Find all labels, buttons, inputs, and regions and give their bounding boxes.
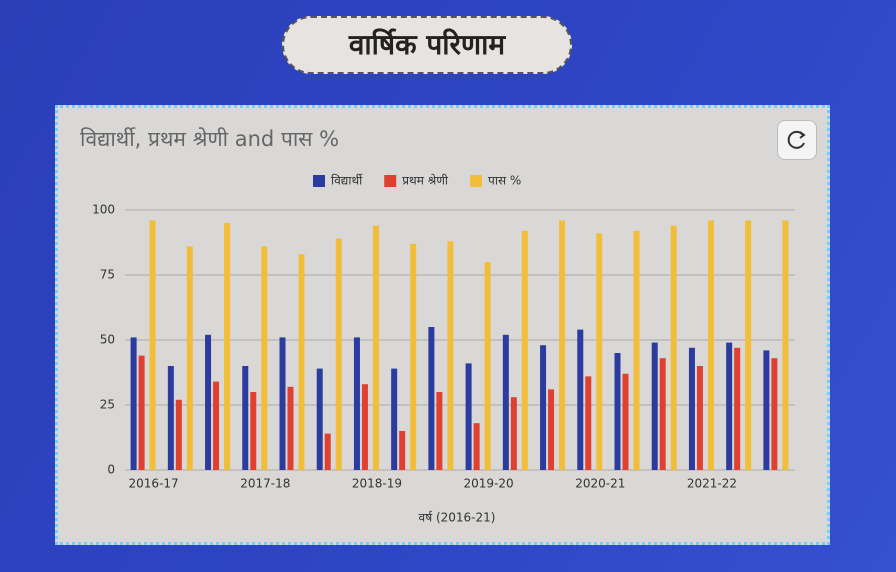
bar — [484, 262, 491, 470]
bar — [696, 366, 703, 470]
chart-card — [55, 105, 830, 545]
bar — [149, 220, 156, 470]
bar — [622, 373, 629, 470]
legend-swatch — [313, 175, 325, 187]
bar — [659, 358, 666, 470]
bar — [559, 220, 566, 470]
bar — [428, 327, 435, 470]
bar — [410, 243, 417, 470]
bar — [391, 368, 398, 470]
bar — [316, 368, 323, 470]
y-tick-label: 50 — [100, 333, 115, 347]
chart-title: विद्यार्थी, प्रथम श्रेणी and पास % — [80, 127, 339, 151]
bar — [353, 337, 360, 470]
bar — [596, 233, 603, 470]
bar — [510, 397, 517, 470]
bar — [261, 246, 268, 470]
bar — [502, 334, 509, 470]
y-tick-label: 0 — [107, 463, 115, 477]
bar — [540, 345, 547, 470]
x-tick-label: 2020-21 — [575, 477, 625, 491]
bar — [361, 384, 368, 470]
x-tick-label: 2019-20 — [464, 477, 514, 491]
bar — [782, 220, 789, 470]
bar — [335, 238, 342, 470]
bar — [242, 366, 249, 470]
bar — [763, 350, 770, 470]
x-tick-label: 2017-18 — [240, 477, 290, 491]
bar — [771, 358, 778, 470]
bar — [521, 230, 528, 470]
page-title: वार्षिक परिणाम — [282, 16, 572, 74]
y-tick-label: 100 — [92, 203, 115, 217]
bar — [670, 225, 677, 470]
bar — [707, 220, 714, 470]
legend-label: पास % — [488, 174, 521, 188]
bar — [548, 389, 555, 470]
bar — [175, 399, 182, 470]
bar — [633, 230, 640, 470]
bar — [473, 423, 480, 470]
bar — [298, 254, 305, 470]
bar — [399, 431, 406, 470]
refresh-icon — [787, 130, 806, 149]
refresh-button[interactable] — [777, 120, 817, 160]
x-tick-label: 2016-17 — [129, 477, 179, 491]
bar — [205, 334, 212, 470]
legend-label: विद्यार्थी — [331, 174, 363, 188]
bar — [250, 392, 257, 470]
bar — [372, 225, 379, 470]
bar — [465, 363, 472, 470]
bar — [287, 386, 294, 470]
bar — [224, 223, 231, 470]
bar — [447, 241, 454, 470]
bar — [577, 329, 584, 470]
bar — [279, 337, 286, 470]
bar — [186, 246, 193, 470]
bar — [167, 366, 174, 470]
bar — [436, 392, 443, 470]
y-tick-label: 75 — [100, 268, 115, 282]
x-tick-label: 2021-22 — [687, 477, 737, 491]
bar — [213, 381, 220, 470]
legend-swatch — [470, 175, 483, 187]
legend-swatch — [384, 175, 397, 187]
legend-label: प्रथम श्रेणी — [402, 174, 449, 188]
bar — [324, 433, 331, 470]
bar — [688, 347, 695, 470]
x-axis-title: वर्ष (2016-21) — [419, 511, 496, 525]
bar — [614, 353, 621, 470]
bar — [734, 347, 741, 470]
y-tick-label: 25 — [100, 398, 115, 412]
bar — [726, 342, 733, 470]
x-tick-label: 2018-19 — [352, 477, 402, 491]
bar — [138, 355, 145, 470]
bar — [651, 342, 658, 470]
bar — [745, 220, 752, 470]
bar — [130, 337, 137, 470]
bar — [585, 376, 592, 470]
